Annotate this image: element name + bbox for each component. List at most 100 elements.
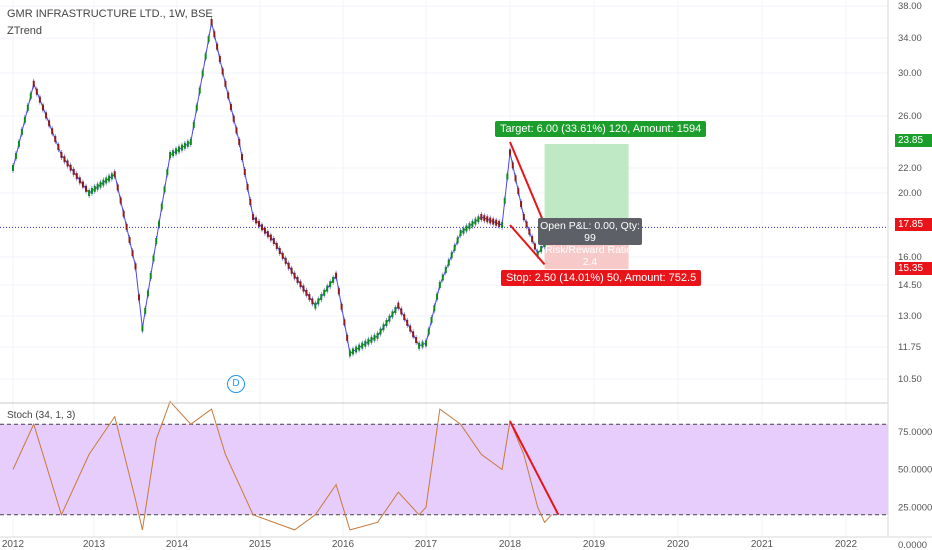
candle-body	[501, 222, 504, 228]
candle-body	[343, 319, 346, 326]
candle-body	[287, 262, 290, 269]
risk-reward-text: Risk/Reward Ratio: 2.4	[545, 244, 635, 268]
candle-body	[486, 216, 489, 223]
price-axis-label: 26.00	[898, 111, 922, 122]
candle-body	[137, 294, 140, 301]
candle-body	[72, 168, 75, 175]
price-axis-label: 20.00	[898, 188, 922, 199]
stoch-axis-label: 75.0000	[898, 427, 932, 438]
symbol-title: GMR INFRASTRUCTURE LTD., 1W, BSE	[7, 8, 213, 20]
stoch-band	[0, 424, 888, 515]
candle-body	[88, 190, 91, 196]
candle-body	[207, 36, 210, 43]
price-axis[interactable]: 38.00 34.00 30.00 26.00 22.00 20.00 16.00 14.50…	[898, 1, 922, 385]
time-axis-label: 2018	[499, 539, 522, 550]
stoch-axis[interactable]: 75.0000 50.0000 25.0000 0.0000	[898, 427, 932, 550]
candle-body	[213, 31, 216, 38]
price-axis-label: 22.00	[898, 163, 922, 174]
candle-body	[201, 70, 204, 77]
candle-body	[284, 257, 287, 264]
candle-body	[498, 220, 501, 227]
candle-body	[370, 336, 373, 343]
candle-body	[149, 272, 152, 279]
time-axis-label: 2016	[332, 539, 355, 550]
candle-body	[444, 267, 447, 274]
candle-body	[293, 272, 296, 279]
candle-body	[403, 314, 406, 321]
price-axis-label: 11.75	[898, 342, 921, 353]
time-axis-label: 2020	[667, 539, 690, 550]
dividend-marker[interactable]: D	[227, 375, 245, 393]
candle-body	[66, 160, 69, 167]
candle-body	[278, 247, 281, 254]
stop-label[interactable]: Stop: 2.50 (14.01%) 50, Amount: 752.5	[501, 270, 702, 286]
candle-body	[158, 220, 161, 227]
candle-body	[99, 181, 102, 188]
candle-body	[229, 104, 232, 111]
candle-body	[376, 332, 379, 339]
candle-body	[272, 238, 275, 244]
candle-body	[14, 152, 17, 159]
candle-body	[175, 148, 178, 155]
candle-body	[192, 121, 195, 128]
candle-body	[20, 128, 23, 135]
candle-body	[311, 298, 314, 305]
candle-body	[54, 136, 57, 143]
candle-body	[78, 177, 81, 184]
candle-body	[113, 171, 116, 178]
candle-body	[397, 302, 400, 309]
candle-body	[235, 127, 238, 134]
time-axis[interactable]: 2012 2013 2014 2015 2016 2017 2018 2019 2020 2021…	[2, 539, 858, 550]
position-info-box[interactable]: Open P&L: 0.00, Qty: 99 Risk/Reward Rati…	[538, 218, 642, 268]
stoch-trendline-drawing[interactable]	[509, 420, 560, 516]
candle-body	[520, 201, 523, 208]
candle-body	[471, 220, 474, 227]
price-axis-label: 14.50	[898, 280, 922, 291]
candle-body	[23, 116, 26, 123]
time-axis-label: 2013	[83, 539, 106, 550]
candle-body	[32, 80, 35, 87]
candle-body	[255, 217, 258, 224]
candle-body	[382, 324, 385, 331]
candle-body	[540, 246, 543, 252]
candle-body	[517, 188, 520, 195]
candle-body	[308, 294, 311, 301]
candle-body	[503, 197, 506, 204]
candle-body	[351, 348, 354, 355]
candle-body	[335, 272, 338, 279]
candle-body	[169, 152, 172, 158]
candle-body	[412, 331, 415, 338]
candle-body	[299, 281, 302, 288]
candle-body	[108, 175, 111, 182]
candle-body	[204, 53, 207, 60]
candle-body	[105, 177, 108, 184]
target-label[interactable]: Target: 6.00 (33.61%) 120, Amount: 1594	[495, 121, 707, 137]
candle-body	[415, 337, 418, 344]
candle-body	[536, 250, 539, 257]
candle-body	[379, 328, 382, 335]
candle-body	[305, 289, 308, 296]
candle-body	[477, 216, 480, 223]
candle-body	[218, 56, 221, 63]
candle-body	[81, 181, 84, 188]
candle-body	[232, 115, 235, 122]
stoch-label: Stoch (34, 1, 3)	[7, 410, 76, 421]
target-zone[interactable]	[544, 143, 629, 228]
open-pl-text: Open P&L: 0.00, Qty: 99	[540, 220, 640, 244]
candle-body	[346, 334, 349, 341]
stoch-axis-label: 50.0000	[898, 465, 932, 476]
candle-body	[221, 68, 224, 75]
time-axis-label: 2015	[249, 539, 272, 550]
candle-body	[388, 315, 391, 322]
candle-body	[186, 140, 189, 147]
candle-body	[102, 179, 105, 186]
candle-body	[269, 234, 272, 241]
candle-body	[26, 104, 29, 111]
candle-body	[489, 217, 492, 224]
candle-body	[358, 344, 361, 351]
trendline-drawing[interactable]	[509, 224, 546, 266]
candle-body	[514, 175, 517, 182]
candle-body	[427, 328, 430, 335]
time-axis-label: 2014	[166, 539, 189, 550]
